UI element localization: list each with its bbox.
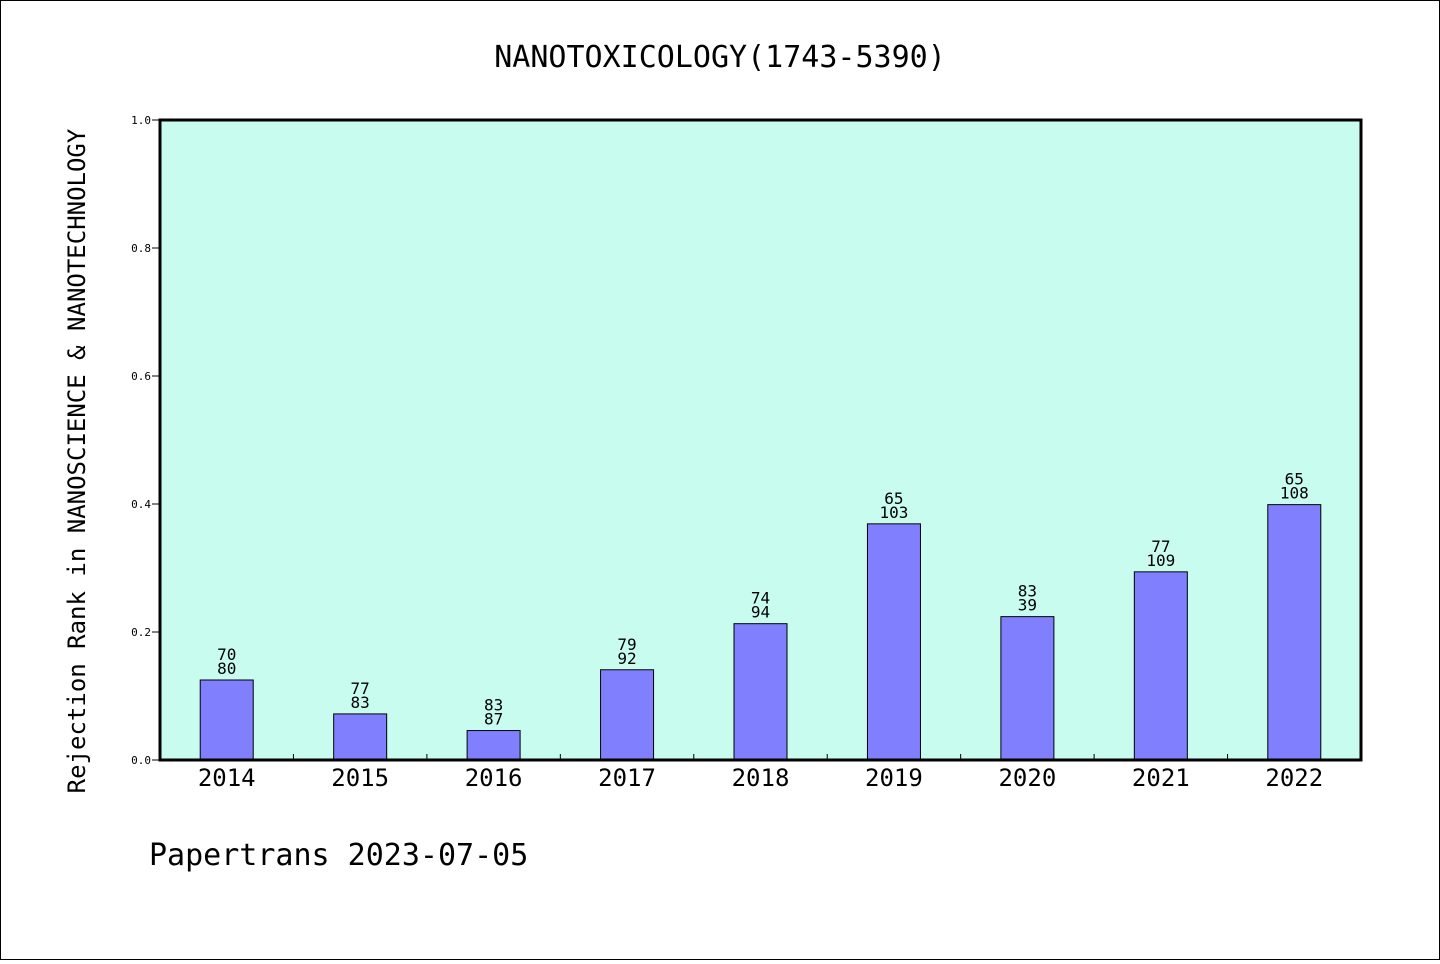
y-axis-label: Rejection Rank in NANOSCIENCE & NANOTECH… bbox=[63, 128, 91, 793]
bar-label-top: 83 bbox=[484, 696, 503, 715]
bar bbox=[466, 730, 521, 761]
bar-label-bottom: 87 bbox=[484, 710, 503, 729]
bar-label-bottom: 39 bbox=[1018, 596, 1037, 615]
bar bbox=[733, 623, 788, 761]
y-axis-ticks: 0.0 0.2 0.4 0.6 0.8 1.0 bbox=[131, 114, 160, 767]
bar-label-bottom: 109 bbox=[1146, 551, 1175, 570]
bar-label-top: 77 bbox=[1151, 537, 1170, 556]
bar-label-top: 65 bbox=[884, 489, 903, 508]
y-tick-label: 0.8 bbox=[131, 242, 151, 255]
y-tick-label: 1.0 bbox=[131, 114, 151, 127]
bar-label-bottom: 108 bbox=[1280, 484, 1309, 503]
y-tick-label: 0.6 bbox=[131, 370, 151, 383]
x-axis-labels: 2014 2015 2016 2017 2018 2019 2020 2021 2022 bbox=[198, 764, 1323, 792]
y-tick-label: 0.0 bbox=[131, 754, 151, 767]
bar-label-top: 65 bbox=[1285, 470, 1304, 489]
bar-label-top: 83 bbox=[1018, 582, 1037, 601]
bar bbox=[1267, 504, 1322, 761]
bar bbox=[333, 713, 388, 761]
x-tick-label: 2014 bbox=[198, 764, 256, 792]
bar-label-top: 74 bbox=[751, 589, 770, 608]
bar-label-top: 77 bbox=[351, 679, 370, 698]
x-tick-label: 2018 bbox=[732, 764, 790, 792]
x-tick-label: 2021 bbox=[1132, 764, 1190, 792]
bar-label-bottom: 80 bbox=[217, 659, 236, 678]
x-tick-label: 2015 bbox=[331, 764, 389, 792]
bar bbox=[600, 669, 655, 761]
bars bbox=[199, 504, 1322, 761]
chart-title: NANOTOXICOLOGY(1743-5390) bbox=[494, 40, 946, 75]
x-tick-label: 2016 bbox=[465, 764, 523, 792]
x-tick-label: 2017 bbox=[598, 764, 656, 792]
footer-watermark: Papertrans 2023-07-05 bbox=[149, 838, 528, 873]
bar bbox=[866, 523, 921, 761]
bar-label-top: 79 bbox=[617, 635, 636, 654]
x-tick-label: 2022 bbox=[1265, 764, 1323, 792]
bar-label-bottom: 103 bbox=[879, 503, 908, 522]
bar bbox=[1000, 616, 1055, 761]
bar-label-top: 70 bbox=[217, 645, 236, 664]
bar bbox=[1133, 571, 1188, 761]
bar-label-bottom: 94 bbox=[751, 603, 770, 622]
y-tick-label: 0.2 bbox=[131, 626, 151, 639]
plot-border bbox=[158, 118, 1363, 762]
bar bbox=[199, 679, 254, 761]
x-tick-label: 2019 bbox=[865, 764, 923, 792]
bar-label-bottom: 92 bbox=[617, 649, 636, 668]
bar-label-bottom: 83 bbox=[351, 693, 370, 712]
x-tick-label: 2020 bbox=[998, 764, 1056, 792]
y-tick-label: 0.4 bbox=[131, 498, 151, 511]
